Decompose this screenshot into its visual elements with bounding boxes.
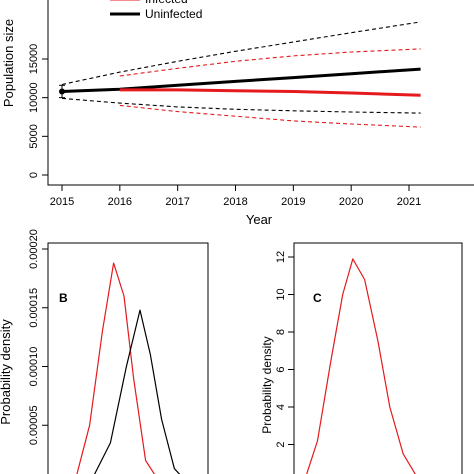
panel-label: C bbox=[313, 291, 322, 305]
density-curve bbox=[306, 258, 416, 474]
y-axis-label: Probability density bbox=[260, 336, 274, 433]
y-tick-label: 5000 bbox=[28, 124, 40, 148]
y-tick-label: 10 bbox=[275, 288, 287, 300]
y-tick-label: 0.00005 bbox=[28, 405, 40, 445]
legend-label: Uninfected bbox=[145, 7, 202, 21]
y-tick-label: 0.00010 bbox=[28, 347, 40, 387]
y-axis-label: Population size bbox=[1, 19, 16, 107]
x-tick-label: 2019 bbox=[281, 196, 305, 208]
series-line-infected bbox=[119, 88, 421, 97]
x-tick-label: 2020 bbox=[339, 196, 363, 208]
y-tick-label: 12 bbox=[275, 251, 287, 263]
confidence-band-line bbox=[61, 97, 421, 114]
y-tick-label: 15000 bbox=[28, 44, 40, 75]
start-point bbox=[59, 88, 65, 95]
plot-frame bbox=[47, 242, 209, 474]
x-tick-label: 2016 bbox=[108, 196, 132, 208]
series-line-uninfected bbox=[61, 67, 421, 93]
panel-c-density-chart: 2 4 6 8 10 12 Probability density C bbox=[260, 242, 463, 474]
y-tick-label: 6 bbox=[275, 366, 287, 372]
density-curve bbox=[76, 262, 156, 474]
y-tick-label: 0 bbox=[28, 172, 40, 178]
panel-label: B bbox=[59, 291, 68, 305]
x-tick-label: 2015 bbox=[50, 196, 74, 208]
x-tick-label: 2018 bbox=[223, 196, 247, 208]
x-tick-label: 2021 bbox=[397, 196, 421, 208]
y-tick-label: 4 bbox=[275, 404, 287, 410]
y-tick-label: 0.00015 bbox=[28, 288, 40, 328]
y-tick-label: 2 bbox=[275, 441, 287, 447]
confidence-band-line bbox=[119, 104, 421, 128]
plot-frame bbox=[293, 242, 463, 474]
y-tick-label: 10000 bbox=[28, 82, 40, 113]
legend-label: Infected bbox=[145, 0, 188, 6]
y-tick-label: 0.00020 bbox=[28, 229, 40, 269]
density-curve bbox=[93, 309, 181, 474]
panel-b-density-chart: 0.00005 0.00010 0.00015 0.00020 Probability … bbox=[0, 229, 209, 474]
x-tick-label: 2017 bbox=[165, 196, 189, 208]
panel-a-population-chart: 2015 2016 2017 2018 2019 2020 2021 0 5000 10000 15… bbox=[1, 0, 474, 227]
x-axis-label: Year bbox=[246, 212, 273, 227]
y-tick-label: 8 bbox=[275, 329, 287, 335]
confidence-band-line bbox=[61, 21, 421, 86]
y-axis-label: Probability density bbox=[0, 319, 13, 425]
plot-frame bbox=[47, 0, 474, 186]
